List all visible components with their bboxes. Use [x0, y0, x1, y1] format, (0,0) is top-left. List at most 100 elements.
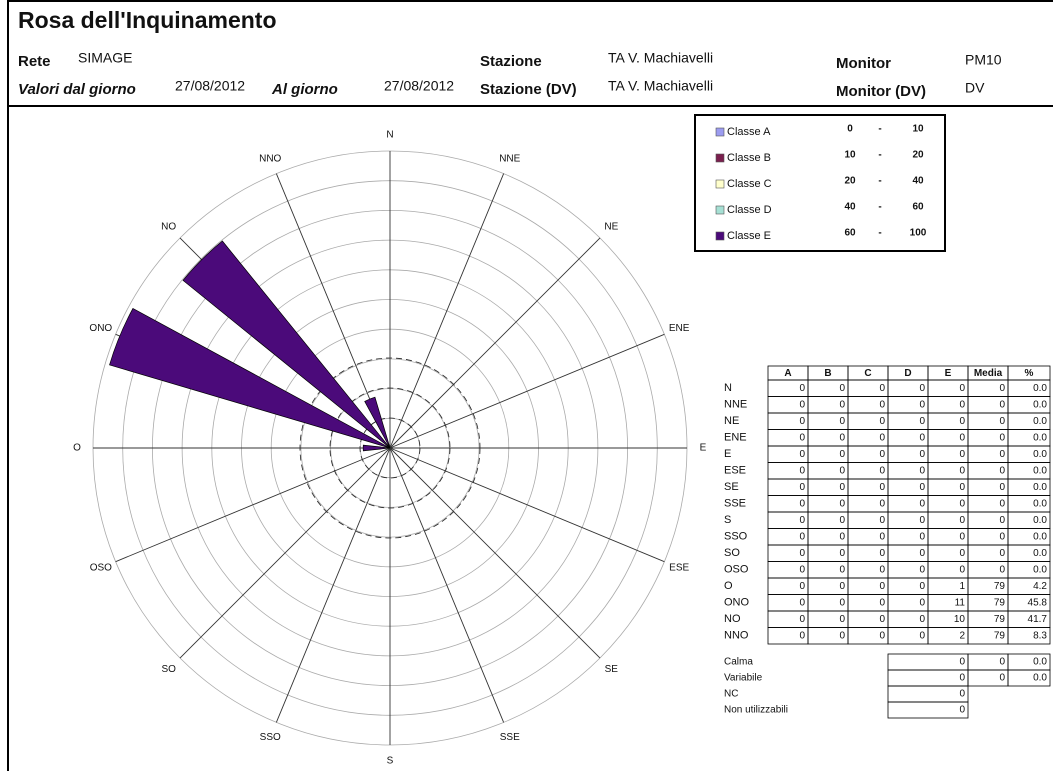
summary-label: Calma	[724, 657, 753, 668]
direction-label: SO	[161, 664, 176, 675]
spoke	[389, 333, 665, 449]
cell-value: 0	[799, 465, 805, 476]
spoke	[389, 447, 601, 659]
cell-value: 1	[959, 581, 965, 592]
legend-label: Classe E	[727, 230, 771, 242]
cell-value: 0	[959, 399, 965, 410]
spoke	[389, 173, 505, 449]
field-value: DV	[965, 80, 985, 96]
row-label: SSE	[724, 498, 746, 510]
field-value: PM10	[965, 52, 1002, 68]
cell-value: 0	[999, 465, 1005, 476]
legend-label: Classe B	[727, 152, 771, 164]
cell-value: 0	[959, 482, 965, 493]
row-label: OSO	[724, 564, 749, 576]
cell-value: 0	[959, 383, 965, 394]
row-label: ENE	[724, 432, 747, 444]
cell-value: 0	[799, 515, 805, 526]
cell-value: 0	[999, 498, 1005, 509]
cell-value: 0	[959, 449, 965, 460]
field-value: TA V. Machiavelli	[608, 50, 713, 66]
cell-value: 0	[879, 498, 885, 509]
cell-value: 0.0	[1033, 383, 1047, 394]
cell-value: 0	[999, 564, 1005, 575]
legend-from: 20	[844, 176, 856, 187]
row-label: S	[724, 514, 731, 526]
cell-value: 0	[879, 515, 885, 526]
direction-label: ONO	[89, 323, 112, 334]
cell-value: 0	[879, 432, 885, 443]
row-label: NO	[724, 613, 741, 625]
cell-value: 0.0	[1033, 449, 1047, 460]
summary-value: 0.0	[1033, 657, 1047, 668]
cell-value: 41.7	[1028, 614, 1048, 625]
cell	[1007, 627, 1051, 645]
summary-cell	[887, 669, 969, 687]
cell-value: 0.0	[1033, 515, 1047, 526]
cell-value: 0	[879, 581, 885, 592]
cell-value: 45.8	[1028, 597, 1048, 608]
cell-value: 0	[919, 515, 925, 526]
direction-label: ESE	[669, 562, 689, 573]
spoke	[179, 447, 391, 659]
cell-value: 0	[799, 449, 805, 460]
cell-value: 0	[799, 416, 805, 427]
cell-value: 79	[994, 581, 1006, 592]
summary-cell	[887, 685, 969, 703]
cell-value: 0	[999, 416, 1005, 427]
summary-label: NC	[724, 689, 738, 700]
cell-value: 0	[999, 515, 1005, 526]
legend-from: 10	[844, 150, 856, 161]
summary-value: 0	[999, 657, 1005, 668]
column-header: C	[864, 368, 871, 379]
spoke	[275, 447, 391, 723]
field-label: Monitor (DV)	[836, 83, 926, 100]
direction-label: ENE	[669, 323, 690, 334]
summary-value: 0	[999, 673, 1005, 684]
cell-value: 0	[839, 498, 845, 509]
cell-value: 0	[839, 581, 845, 592]
column-header: Media	[974, 368, 1003, 379]
field-label: Stazione (DV)	[480, 81, 577, 98]
summary-value: 0	[959, 657, 965, 668]
cell-value: 0	[959, 498, 965, 509]
cell-value: 0	[919, 498, 925, 509]
cell-value: 0	[879, 564, 885, 575]
cell-value: 0.0	[1033, 531, 1047, 542]
cell-value: 0	[959, 515, 965, 526]
cell-value: 0	[999, 383, 1005, 394]
field-label: Stazione	[480, 53, 542, 70]
legend-to: 100	[910, 228, 927, 239]
cell-value: 0	[879, 465, 885, 476]
column-header: B	[824, 368, 831, 379]
legend-from: 0	[847, 124, 853, 135]
legend-label: Classe A	[727, 126, 771, 138]
cell-value: 0	[919, 465, 925, 476]
legend-dash: -	[878, 176, 881, 187]
cell-value: 2	[959, 630, 965, 641]
cell-value: 10	[954, 614, 966, 625]
cell-value: 0	[879, 449, 885, 460]
cell-value: 79	[994, 614, 1006, 625]
summary-cell	[887, 701, 969, 719]
legend-label: Classe D	[727, 204, 772, 216]
legend-swatch	[715, 179, 725, 189]
spoke	[389, 237, 601, 449]
title: Rosa dell'Inquinamento	[18, 7, 277, 33]
cell-value: 0	[839, 614, 845, 625]
cell-value: 0	[919, 383, 925, 394]
cell-value: 0	[839, 548, 845, 559]
summary-value: 0.0	[1033, 673, 1047, 684]
cell-value: 0.0	[1033, 465, 1047, 476]
wedge	[364, 396, 391, 449]
cell-value: 0	[839, 449, 845, 460]
cell-value: 0	[879, 597, 885, 608]
cell-value: 0	[919, 482, 925, 493]
cell-value: 0	[799, 597, 805, 608]
field-value: 27/08/2012	[175, 78, 245, 94]
direction-label: SE	[605, 664, 619, 675]
direction-label: SSO	[260, 732, 281, 743]
cell-value: 0	[959, 564, 965, 575]
cell-value: 0	[799, 383, 805, 394]
